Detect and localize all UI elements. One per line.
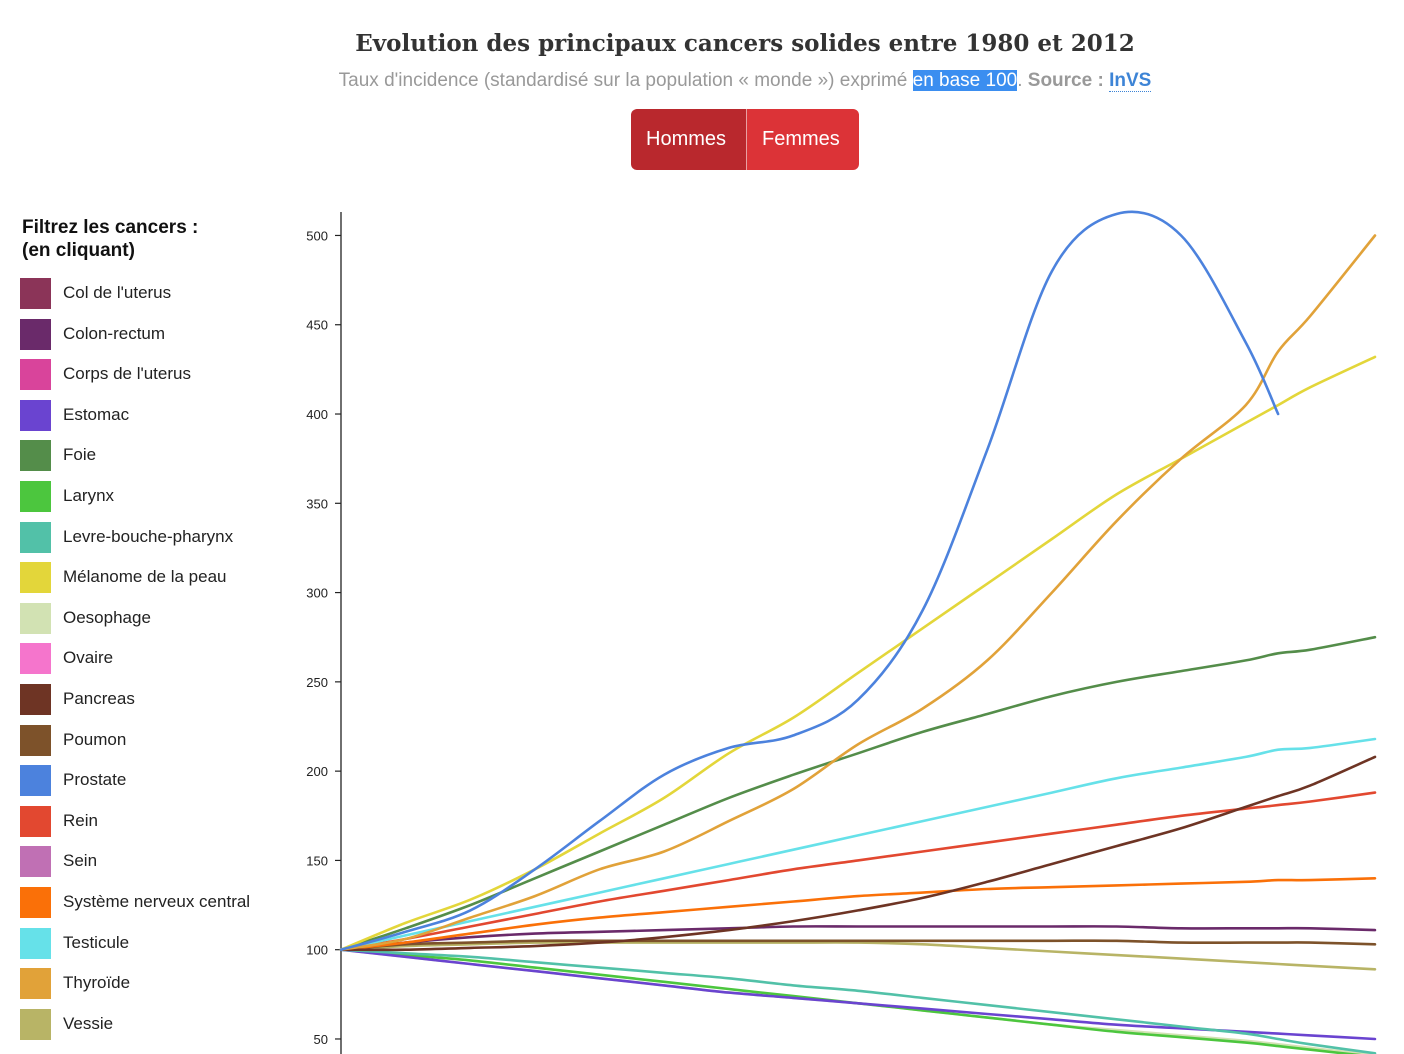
- y-tick-label: 450: [306, 318, 328, 333]
- legend-swatch: [20, 359, 51, 391]
- series-line[interactable]: [339, 948, 1376, 1054]
- legend-swatch: [20, 887, 51, 918]
- y-tick-label: 50: [314, 1032, 328, 1047]
- legend-swatch: [20, 440, 51, 472]
- legend-item[interactable]: Sein: [20, 846, 280, 878]
- series-line[interactable]: [339, 939, 1377, 951]
- femmes-button[interactable]: Femmes: [747, 109, 859, 170]
- legend-item[interactable]: Thyroïde: [20, 968, 280, 1000]
- source-link[interactable]: InVS: [1109, 70, 1152, 92]
- y-tick-label: 150: [306, 853, 328, 868]
- legend-label: Rein: [63, 810, 98, 830]
- legend-item[interactable]: Foie: [20, 440, 280, 472]
- legend-label: Colon-rectum: [63, 323, 166, 343]
- legend-label: Oesophage: [63, 607, 151, 627]
- legend-item[interactable]: Vessie: [20, 1008, 280, 1041]
- legend-item[interactable]: Mélanome de la peau: [20, 562, 280, 594]
- legend-label: Testicule: [63, 932, 130, 952]
- chart-series: [339, 210, 1377, 1054]
- legend-item[interactable]: Estomac: [20, 399, 280, 432]
- series-line[interactable]: [339, 948, 1377, 1041]
- legend-label: Mélanome de la peau: [63, 567, 227, 587]
- chart-subtitle: Taux d'incidence (standardisé sur la pop…: [0, 70, 1404, 92]
- source-label: Source :: [1027, 70, 1110, 91]
- legend-item[interactable]: Colon-rectum: [20, 318, 280, 351]
- legend-item[interactable]: Levre-bouche-pharynx: [20, 521, 280, 554]
- legend-swatch: [20, 399, 51, 431]
- series-line[interactable]: [339, 635, 1377, 951]
- legend-swatch: [20, 927, 51, 959]
- series-line[interactable]: [339, 234, 1377, 951]
- legend-swatch: [20, 643, 51, 675]
- legend-label: Col de l'uterus: [63, 283, 172, 302]
- legend-swatch: [20, 521, 51, 553]
- legend-label: Pancreas: [63, 689, 135, 708]
- legend-label: Larynx: [63, 486, 115, 505]
- subtitle-highlight: en base 100: [912, 70, 1018, 91]
- legend-item[interactable]: Poumon: [20, 724, 280, 757]
- legend-item[interactable]: Col de l'uterus: [20, 278, 280, 310]
- legend-title-line2: (en cliquant): [22, 240, 135, 261]
- legend-label: Corps de l'uterus: [63, 364, 191, 384]
- legend-label: Vessie: [63, 1013, 114, 1033]
- legend-swatch: [20, 1008, 51, 1040]
- y-axis-ticks: 50 100 150 200 250 300 350 400 450 500: [306, 228, 341, 1047]
- legend-swatch: [20, 318, 51, 350]
- legend-label: Foie: [63, 445, 97, 465]
- y-tick-label: 100: [306, 943, 328, 958]
- series-line[interactable]: [339, 210, 1280, 951]
- y-tick-label: 250: [306, 675, 328, 690]
- y-tick-label: 200: [306, 764, 328, 779]
- series-line[interactable]: [339, 791, 1377, 951]
- legend-item[interactable]: Système nerveux central: [20, 887, 280, 919]
- series-line[interactable]: [339, 737, 1377, 951]
- legend-title-line1: Filtrez les cancers :: [22, 217, 199, 238]
- series-line[interactable]: [339, 941, 1377, 971]
- chart-title: Evolution des principaux cancers solides…: [355, 30, 1135, 57]
- legend-item[interactable]: Pancreas: [20, 684, 280, 716]
- legend-swatch: [20, 724, 51, 756]
- legend-label: Ovaire: [63, 648, 114, 668]
- legend-label: Sein: [63, 851, 98, 871]
- legend-swatch: [20, 602, 51, 634]
- y-tick-label: 300: [306, 586, 328, 601]
- legend-title: Filtrez les cancers : (en cliquant): [22, 216, 198, 262]
- legend-item[interactable]: Ovaire: [20, 643, 280, 675]
- series-line[interactable]: [339, 877, 1377, 951]
- series-line[interactable]: [339, 948, 1377, 1054]
- series-line[interactable]: [339, 925, 1377, 951]
- y-tick-label: 400: [306, 407, 328, 422]
- legend-label: Estomac: [63, 404, 130, 424]
- y-tick-label: 350: [306, 496, 328, 511]
- legend-item[interactable]: Prostate: [20, 765, 280, 797]
- legend-item[interactable]: Rein: [20, 805, 280, 838]
- legend-swatch: [20, 278, 51, 309]
- legend-swatch: [20, 846, 51, 878]
- legend-item[interactable]: Testicule: [20, 927, 280, 960]
- series-line[interactable]: [339, 755, 1377, 952]
- legend-swatch: [20, 968, 51, 1000]
- y-tick-label: 500: [306, 228, 328, 243]
- legend-swatch: [20, 684, 51, 715]
- legend-label: Thyroïde: [63, 973, 131, 993]
- legend-label: Levre-bouche-pharynx: [63, 526, 234, 546]
- legend-label: Système nerveux central: [63, 892, 251, 911]
- legend-swatch: [20, 765, 51, 797]
- legend-item[interactable]: Larynx: [20, 481, 280, 513]
- legend-label: Poumon: [63, 729, 127, 749]
- subtitle-dot: .: [1017, 70, 1028, 91]
- legend-item[interactable]: Corps de l'uterus: [20, 359, 280, 391]
- subtitle-text: Taux d'incidence (standardisé sur la pop…: [338, 70, 913, 91]
- legend-swatch: [20, 805, 51, 837]
- hommes-button[interactable]: Hommes: [631, 109, 747, 170]
- gender-toggle: Hommes Femmes: [631, 109, 859, 170]
- legend-swatch: [20, 481, 51, 512]
- legend-swatch: [20, 562, 51, 594]
- legend-item[interactable]: Oesophage: [20, 602, 280, 635]
- legend-label: Prostate: [63, 770, 127, 790]
